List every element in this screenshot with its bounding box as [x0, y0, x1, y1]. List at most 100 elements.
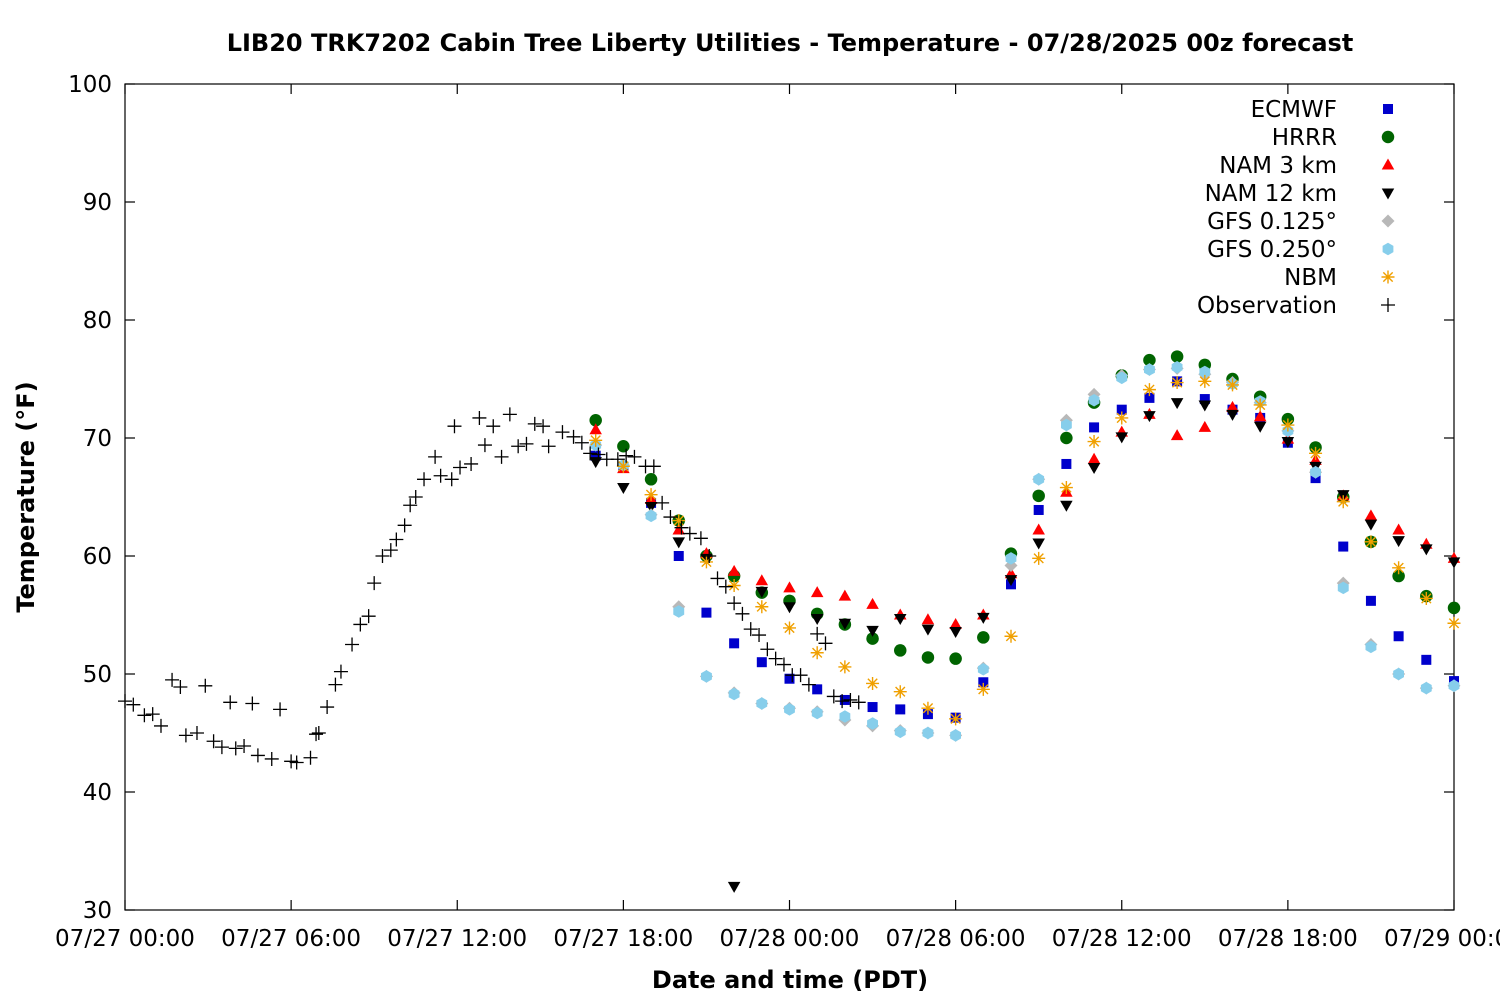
- gfs-0-250-point: [1171, 361, 1183, 374]
- observation-point: [397, 518, 412, 533]
- x-tick-label: 07/28 18:00: [1218, 926, 1358, 952]
- gfs-0-250-point: [867, 717, 878, 730]
- nam-12-km-point: [1087, 463, 1101, 474]
- y-tick-label: 30: [83, 898, 112, 924]
- legend-marker-gfs-0-250: [1382, 242, 1394, 256]
- observation-point: [206, 734, 221, 749]
- x-tick-label: 07/27 12:00: [387, 926, 527, 952]
- legend-marker-nam-12-km: [1381, 188, 1395, 200]
- nbm-point: [1142, 383, 1156, 397]
- nam-3-km-point: [866, 597, 879, 609]
- observation-point: [566, 429, 581, 444]
- legend-marker-gfs-0-125: [1381, 214, 1395, 228]
- observation-point: [145, 707, 160, 722]
- ecmwf-point: [784, 673, 795, 684]
- nbm-point: [1032, 551, 1046, 565]
- x-axis-title: Date and time (PDT): [652, 966, 928, 994]
- observation-point: [328, 677, 343, 692]
- nbm-point: [616, 459, 630, 473]
- observation-point: [383, 543, 398, 558]
- observation-point: [752, 628, 767, 643]
- x-tick-label: 07/27 06:00: [221, 926, 361, 952]
- observation-point: [655, 495, 670, 510]
- y-tick-label: 60: [83, 544, 112, 570]
- gfs-0-250-point: [950, 729, 961, 742]
- nam-12-km-point: [921, 624, 935, 636]
- observation-point: [245, 696, 260, 711]
- observation-point: [389, 532, 404, 547]
- ecmwf-point: [1365, 595, 1376, 606]
- nbm-point: [976, 682, 990, 696]
- observation-point: [284, 754, 299, 769]
- observation-point: [810, 626, 825, 641]
- observation-point: [776, 657, 791, 672]
- legend-marker-hrrr: [1381, 130, 1395, 144]
- nbm-point: [672, 514, 686, 528]
- ecmwf-point: [1089, 422, 1100, 433]
- hrrr-point: [589, 414, 602, 427]
- plot-border: [124, 83, 1455, 911]
- nbm-point: [589, 433, 603, 447]
- nbm-point: [1226, 378, 1239, 392]
- nam-3-km-point: [1032, 523, 1045, 535]
- observation-point: [674, 520, 689, 535]
- ecmwf-point: [590, 450, 601, 461]
- nam-12-km-point: [838, 618, 852, 630]
- nbm-point: [949, 712, 963, 726]
- series-nam-3-km: [589, 400, 1461, 629]
- observation-point: [303, 750, 318, 765]
- x-tick-label: 07/29 00:00: [1384, 926, 1500, 952]
- nam-12-km-point: [1392, 536, 1405, 548]
- hrrr-point: [866, 632, 879, 645]
- series-gfs-0-250: [590, 361, 1460, 742]
- nam-3-km-point: [755, 574, 769, 586]
- x-tick-label: 07/27 18:00: [553, 926, 693, 952]
- gfs-0-250-point: [1061, 418, 1072, 432]
- observation-point: [375, 549, 390, 563]
- series-hrrr: [589, 350, 1461, 665]
- legend-marker-ecmwf: [1383, 104, 1393, 114]
- observation-point: [663, 510, 678, 525]
- observation-point: [137, 708, 152, 723]
- nbm-point: [755, 600, 769, 614]
- observation-point: [367, 576, 382, 591]
- gfs-0-250-point: [922, 726, 934, 740]
- nbm-point: [838, 660, 852, 674]
- nbm-point: [1392, 561, 1406, 575]
- observation-point: [250, 748, 265, 763]
- gfs-0-250-point: [1144, 363, 1155, 376]
- gfs-0-250-point: [1393, 667, 1404, 681]
- x-tick-label: 07/28 12:00: [1052, 926, 1192, 952]
- nbm-point: [1198, 374, 1212, 388]
- gfs-0-250-point: [1448, 679, 1460, 692]
- observation-point: [574, 435, 589, 450]
- nam-12-km-point: [1115, 432, 1128, 444]
- nbm-point: [1419, 591, 1433, 605]
- ecmwf-point: [867, 702, 878, 713]
- observation-point: [309, 727, 324, 742]
- nam-12-km-point: [1143, 411, 1156, 423]
- nbm-point: [1253, 398, 1267, 412]
- observation-point: [153, 718, 168, 733]
- nbm-point: [1309, 446, 1323, 460]
- legend-label-nam-12-km: NAM 12 km: [1205, 181, 1337, 207]
- observation-point: [403, 498, 418, 513]
- y-tick-label: 50: [83, 662, 112, 688]
- nam-3-km-point: [1198, 420, 1212, 432]
- gfs-0-250-point: [701, 670, 712, 683]
- observation-point: [311, 726, 326, 740]
- ecmwf-point: [1033, 504, 1044, 515]
- nbm-point: [893, 685, 907, 699]
- nam-12-km-point: [1447, 557, 1461, 569]
- observation-point: [519, 436, 534, 451]
- nam-12-km-point: [810, 614, 824, 626]
- gfs-0-250-point: [1033, 473, 1045, 486]
- x-tick-label: 07/27 00:00: [55, 926, 195, 952]
- ecmwf-point: [756, 657, 767, 668]
- gfs-0-250-point: [673, 605, 685, 618]
- y-tick-label: 80: [83, 308, 112, 334]
- legend-label-hrrr: HRRR: [1272, 125, 1337, 151]
- nam-3-km-point: [1364, 509, 1378, 521]
- nbm-point: [810, 646, 824, 660]
- gfs-0-250-point: [1337, 581, 1349, 595]
